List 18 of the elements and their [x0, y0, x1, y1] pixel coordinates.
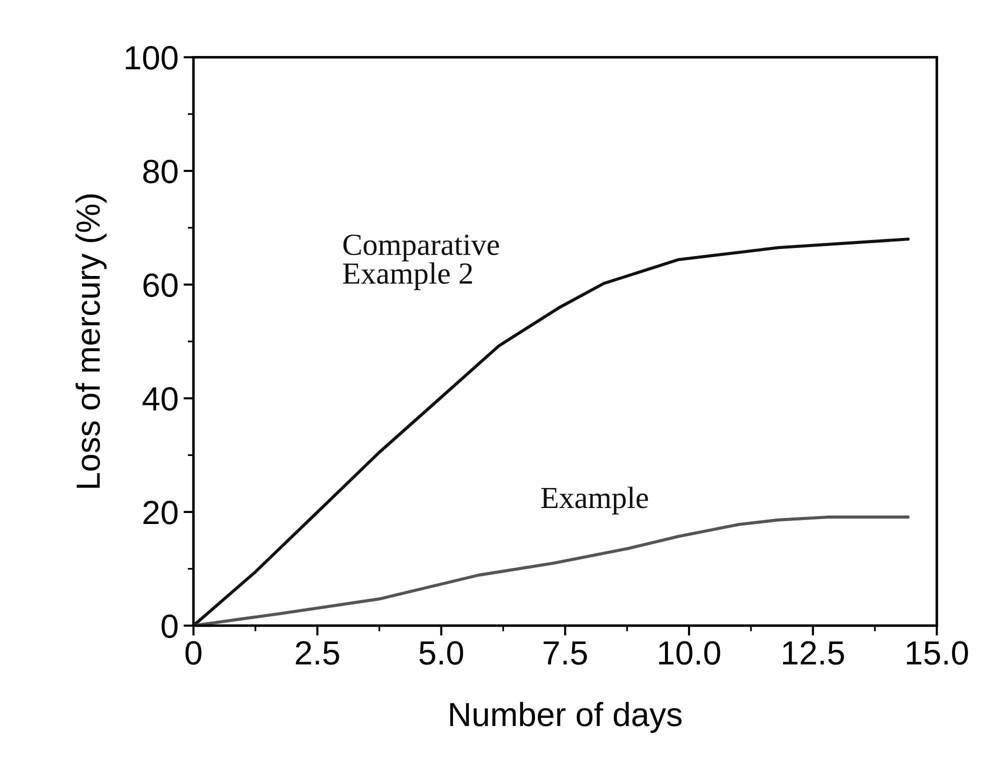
x-tick-label: 5.0 [419, 641, 464, 665]
x-tick-label: 15.0 [906, 641, 968, 665]
y-tick-label: 40 [142, 387, 178, 411]
y-axis-title: Loss of mercury (%) [76, 194, 107, 488]
series-label: Example [541, 486, 648, 514]
x-tick-label: 0 [185, 641, 202, 665]
y-tick-label: 80 [143, 160, 178, 184]
series-label: Comparative Example 2 [343, 234, 499, 290]
x-tick-label: 10.0 [659, 641, 720, 665]
y-tick-label: 60 [143, 273, 178, 298]
x-tick-label: 12.5 [783, 641, 844, 665]
y-tick-label: 20 [143, 500, 178, 524]
y-tick-label: 100 [126, 46, 178, 70]
x-tick-label: 7.5 [544, 641, 587, 665]
x-tick-label: 2.5 [296, 641, 340, 665]
x-axis-title: Number of days [450, 702, 682, 733]
line-series [193, 516, 910, 626]
y-tick-label: 0 [162, 614, 178, 638]
